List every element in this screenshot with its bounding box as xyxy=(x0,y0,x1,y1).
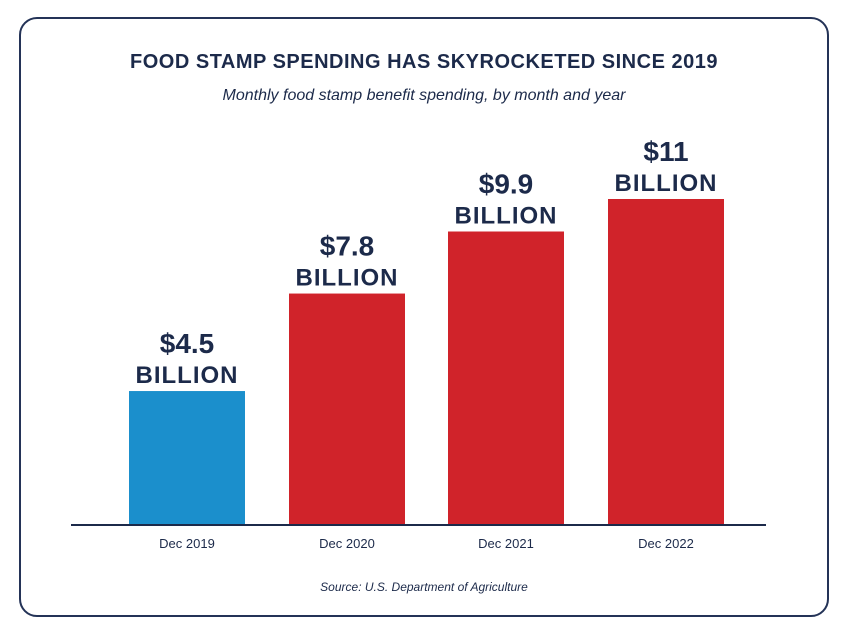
x-tick-label: Dec 2019 xyxy=(159,536,215,551)
bar-dec-2020 xyxy=(289,293,405,524)
x-tick-label: Dec 2022 xyxy=(638,536,694,551)
chart-subtitle: Monthly food stamp benefit spending, by … xyxy=(222,87,626,104)
bar-value-amount: $4.5 xyxy=(160,328,215,359)
bar-value-amount: $9.9 xyxy=(479,169,534,200)
bar-value-unit: BILLION xyxy=(296,265,399,292)
bar-value-unit: BILLION xyxy=(455,203,558,230)
bar-value-amount: $7.8 xyxy=(320,231,375,262)
bar-dec-2022 xyxy=(608,199,724,524)
x-tick-label: Dec 2020 xyxy=(319,536,375,551)
bar-dec-2019 xyxy=(129,391,245,524)
bar-chart: $4.5 BILLION Dec 2019 $7.8 BILLION Dec 2020 $9… xyxy=(71,136,766,551)
x-tick-label: Dec 2021 xyxy=(478,536,534,551)
chart-title: FOOD STAMP SPENDING HAS SKYROCKETED SINC… xyxy=(130,51,718,73)
bar-value-amount: $11 xyxy=(643,136,688,167)
bar-value-unit: BILLION xyxy=(136,362,239,389)
chart-source: Source: U.S. Department of Agriculture xyxy=(320,580,528,594)
bar-value-unit: BILLION xyxy=(615,170,718,197)
chart-card: FOOD STAMP SPENDING HAS SKYROCKETED SINC… xyxy=(19,17,829,617)
bar-dec-2021 xyxy=(448,231,564,524)
